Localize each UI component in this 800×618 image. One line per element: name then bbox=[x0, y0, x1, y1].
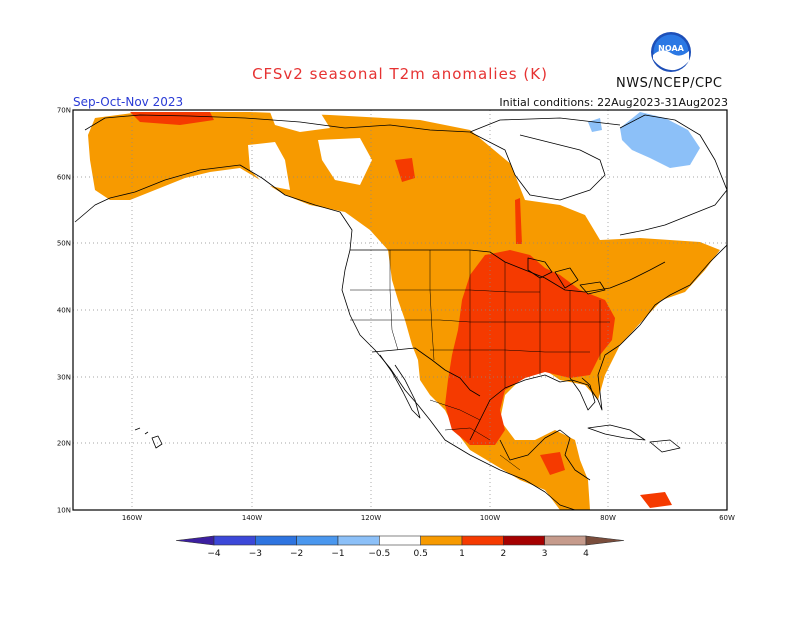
lat-label: 40N bbox=[57, 307, 71, 315]
colorbar-bin bbox=[255, 535, 297, 546]
lon-label: 100W bbox=[480, 514, 500, 522]
lon-label: 60W bbox=[719, 514, 735, 522]
colorbar-label: 1 bbox=[459, 549, 465, 559]
anomaly-region-red bbox=[445, 250, 615, 445]
colorbar-label: −4 bbox=[207, 549, 221, 559]
gulf-coast-outline bbox=[469, 244, 727, 441]
colorbar-label: −1 bbox=[331, 549, 344, 559]
lat-label: 60N bbox=[57, 174, 71, 182]
colorbar bbox=[175, 535, 625, 546]
colorbar-label: 2 bbox=[500, 549, 506, 559]
anomaly-shading bbox=[88, 112, 727, 510]
season-label: Sep-Oct-Nov 2023 bbox=[73, 95, 184, 109]
labrador-outline bbox=[619, 114, 727, 236]
hudson-bay-outline bbox=[469, 131, 606, 201]
coastlines-and-borders bbox=[74, 114, 727, 510]
map-frame bbox=[72, 109, 728, 511]
noaa-logo: NOAA bbox=[651, 32, 691, 72]
lat-label: 30N bbox=[57, 374, 71, 382]
us-mexico-border bbox=[371, 347, 481, 397]
colorbar-label: 4 bbox=[583, 549, 589, 559]
colorbar-bin bbox=[461, 535, 504, 546]
map-title: CFSv2 seasonal T2m anomalies (K) bbox=[252, 65, 548, 83]
colorbar-bin bbox=[420, 535, 463, 546]
baja-outline bbox=[379, 354, 421, 419]
colorbar-label: −0.5 bbox=[368, 549, 390, 559]
colorbar-label: 0.5 bbox=[414, 549, 428, 559]
longitude-labels: 160W 140W 120W 100W 80W 60W bbox=[122, 514, 735, 522]
colorbar-label: −3 bbox=[249, 549, 262, 559]
lat-label: 50N bbox=[57, 240, 71, 248]
hawaii-outline bbox=[134, 427, 163, 449]
lat-label: 20N bbox=[57, 440, 71, 448]
colorbar-bin bbox=[213, 535, 256, 546]
lon-label: 160W bbox=[122, 514, 142, 522]
west-coast-outline bbox=[74, 164, 576, 510]
colorbar-bin bbox=[296, 535, 339, 546]
cuba-outline bbox=[587, 424, 646, 441]
anomaly-region-orange bbox=[88, 112, 720, 510]
agency-label: NWS/NCEP/CPC bbox=[616, 76, 723, 91]
lat-label: 10N bbox=[57, 507, 71, 515]
hispaniola-outline bbox=[649, 439, 681, 453]
yucatan-outline bbox=[499, 429, 591, 481]
lat-label: 70N bbox=[57, 107, 71, 115]
noaa-logo-text: NOAA bbox=[658, 44, 684, 53]
colorbar-bin bbox=[337, 535, 380, 546]
lon-label: 120W bbox=[361, 514, 381, 522]
colorbar-bin bbox=[379, 535, 421, 546]
colorbar-bin bbox=[544, 535, 587, 546]
colorbar-bin bbox=[585, 535, 625, 546]
colorbar-bin bbox=[175, 535, 215, 546]
us-canada-border bbox=[350, 249, 666, 293]
colorbar-labels: −4 −3 −2 −1 −0.5 0.5 1 2 3 4 bbox=[207, 549, 589, 559]
great-lakes bbox=[527, 257, 606, 295]
florida-outline bbox=[569, 377, 596, 411]
latitude-labels: 70N 60N 50N 40N 30N 20N 10N bbox=[57, 107, 71, 515]
colorbar-bin bbox=[503, 535, 545, 546]
graticule bbox=[73, 110, 727, 510]
mexico-states bbox=[429, 399, 521, 471]
arctic-coast-outline bbox=[84, 114, 621, 133]
state-borders bbox=[350, 250, 610, 388]
colorbar-label: 3 bbox=[542, 549, 548, 559]
anomaly-region-blue bbox=[620, 112, 700, 168]
lon-label: 80W bbox=[600, 514, 616, 522]
lon-label: 140W bbox=[242, 514, 262, 522]
colorbar-label: −2 bbox=[290, 549, 303, 559]
initial-conditions-label: Initial conditions: 22Aug2023-31Aug2023 bbox=[499, 96, 728, 109]
